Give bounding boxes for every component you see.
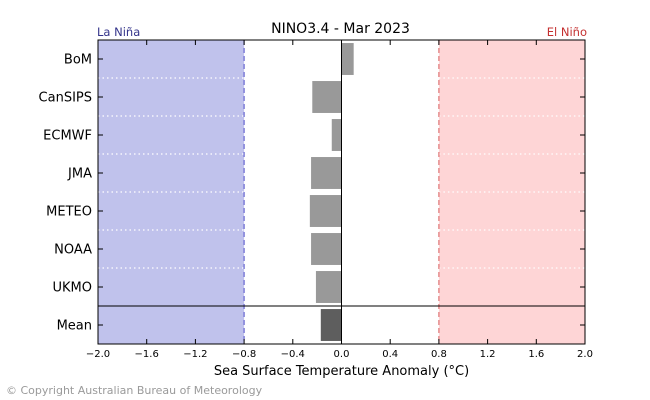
copyright-notice: © Copyright Australian Bureau of Meteoro… bbox=[6, 384, 263, 397]
la-nina-label: La Niña bbox=[97, 25, 140, 39]
y-tick-label: NOAA bbox=[54, 243, 92, 258]
el-nino-label: El Niño bbox=[547, 25, 587, 39]
x-tick-label: −1.6 bbox=[135, 349, 159, 360]
y-tick-label: METEO bbox=[46, 205, 92, 220]
x-tick-label: 1.2 bbox=[480, 349, 496, 360]
chart-title: NINO3.4 - Mar 2023 bbox=[271, 21, 410, 37]
model-bar-noaa bbox=[311, 233, 342, 265]
y-tick-label: Mean bbox=[57, 319, 92, 334]
x-axis-label: Sea Surface Temperature Anomaly (°C) bbox=[214, 364, 469, 379]
mean-bar bbox=[320, 309, 342, 341]
y-tick-label: JMA bbox=[67, 167, 92, 182]
y-tick-label: BoM bbox=[64, 53, 92, 68]
x-tick-label: 2.0 bbox=[577, 349, 593, 360]
y-tick-label: UKMO bbox=[53, 281, 93, 296]
x-tick-label: 0.0 bbox=[334, 349, 350, 360]
model-bar-meteo bbox=[309, 195, 342, 227]
model-bar-bom bbox=[341, 43, 354, 75]
x-tick-label: 1.6 bbox=[528, 349, 544, 360]
model-bar-ukmo bbox=[315, 271, 342, 303]
y-tick-label: CanSIPS bbox=[39, 91, 92, 106]
x-tick-label: −0.8 bbox=[232, 349, 256, 360]
model-bar-jma bbox=[311, 157, 342, 189]
x-tick-label: 0.4 bbox=[382, 349, 398, 360]
x-tick-label: −2.0 bbox=[86, 349, 110, 360]
model-bar-ecmwf bbox=[331, 119, 342, 151]
x-tick-label: −1.2 bbox=[183, 349, 207, 360]
x-tick-label: −0.4 bbox=[281, 349, 305, 360]
model-bar-cansips bbox=[312, 81, 342, 113]
x-tick-label: 0.8 bbox=[431, 349, 447, 360]
y-tick-label: ECMWF bbox=[43, 129, 92, 144]
